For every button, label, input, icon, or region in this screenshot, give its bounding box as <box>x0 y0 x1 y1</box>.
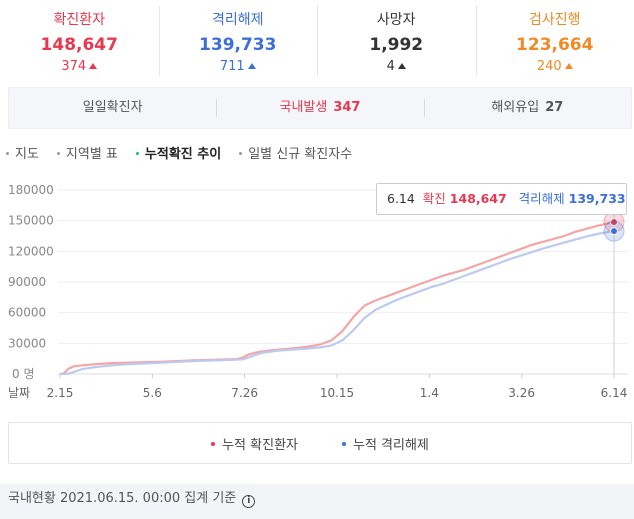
x-tick-label: 3.26 <box>508 386 535 400</box>
daily-breakdown: 일일확진자 국내발생 347 해외유입 27 <box>8 87 632 129</box>
y-tick-label: 60000 <box>8 306 46 320</box>
overseas-label: 해외유입 <box>491 100 540 115</box>
view-tabs: 지도 지역별 표 누적확진 추이 일별 신규 확진자수 <box>6 143 370 162</box>
overseas-cases: 해외유입 27 <box>423 87 631 129</box>
stat-released-value: 139,733 <box>199 35 277 55</box>
x-axis-ticks: 날짜 2.15 5.6 7.26 10.15 1.4 3.26 6.14 <box>8 374 627 400</box>
series-line-released <box>59 230 615 376</box>
stat-testing-value: 123,664 <box>516 35 594 55</box>
legend-item-released[interactable]: 누적 격리해제 <box>342 434 429 453</box>
x-tick-label: 5.6 <box>143 386 162 400</box>
domestic-cases: 국내발생 347 <box>216 87 423 129</box>
x-tick-label: 2.15 <box>47 386 74 400</box>
footer-text: 국내현황 2021.06.15. 00:00 집계 기준 <box>8 491 237 506</box>
stat-confirmed-delta: 374 <box>0 58 159 76</box>
stat-deaths-value: 1,992 <box>369 35 424 55</box>
stat-confirmed-value: 148,647 <box>40 35 118 55</box>
stat-deaths-delta: 4 <box>317 58 476 76</box>
tab-cumulative-trend-label: 누적확진 추이 <box>144 147 222 162</box>
chart-grid <box>58 189 628 375</box>
tooltip-date: 6.14 <box>387 191 415 206</box>
tab-cumulative-trend[interactable]: 누적확진 추이 <box>135 143 222 162</box>
y-zero-label: 0 명 <box>12 367 35 381</box>
y-tick-label: 90000 <box>8 275 46 289</box>
triangle-up-icon <box>397 63 406 69</box>
stat-released-label: 격리해제 <box>211 12 264 28</box>
cumulative-chart[interactable]: 30000 60000 90000 120000 150000 180000 0 명 날짜 2… <box>0 170 634 410</box>
stat-released[interactable]: 격리해제 139,733 711 <box>158 0 318 82</box>
stat-testing-delta: 240 <box>476 58 634 76</box>
marker-point-confirmed <box>610 218 618 227</box>
stat-testing-delta-value: 240 <box>536 59 562 74</box>
x-tick-label: 10.15 <box>320 386 354 400</box>
x-axis-label: 날짜 <box>8 386 30 400</box>
legend-confirmed-label: 누적 확진환자 <box>222 437 298 453</box>
domestic-label: 국내발생 <box>279 100 328 115</box>
tab-daily-new-label: 일별 신규 확진자수 <box>248 147 353 162</box>
daily-confirmed-label: 일일확진자 <box>9 87 216 129</box>
bullet-icon <box>135 152 139 155</box>
y-tick-label: 180000 <box>8 183 54 197</box>
tooltip-confirmed-value: 148,647 <box>449 191 507 206</box>
stat-released-delta-value: 711 <box>219 59 245 74</box>
tab-daily-new[interactable]: 일별 신규 확진자수 <box>239 143 353 162</box>
chart-markers <box>603 211 625 242</box>
x-tick-label: 7.26 <box>231 386 258 400</box>
legend-dot-icon <box>342 441 346 446</box>
tooltip-released-value: 139,733 <box>568 191 626 206</box>
legend-dot-icon <box>211 441 216 446</box>
stat-deaths-delta-value: 4 <box>386 59 395 74</box>
stat-released-delta: 711 <box>159 58 318 76</box>
stats-summary: 확진환자 148,647 374 격리해제 139,733 711 사망자 1,… <box>0 0 634 82</box>
x-tick-label: 1.4 <box>420 386 439 400</box>
marker-point-released <box>610 227 618 236</box>
overseas-value: 27 <box>545 100 564 115</box>
tooltip-confirmed-label: 확진 <box>422 191 446 206</box>
stat-confirmed-label: 확진환자 <box>53 12 106 28</box>
tab-region-table[interactable]: 지역별 표 <box>56 143 118 162</box>
y-tick-label: 30000 <box>8 336 46 350</box>
y-tick-label: 150000 <box>8 214 54 228</box>
daily-confirmed-text: 일일확진자 <box>82 100 143 115</box>
legend-item-confirmed[interactable]: 누적 확진환자 <box>211 434 298 453</box>
y-axis-ticks: 30000 60000 90000 120000 150000 180000 0 명 <box>8 183 54 381</box>
chart-series <box>59 220 615 376</box>
x-tick-label: 6.14 <box>601 386 628 400</box>
legend-released-label: 누적 격리해제 <box>353 437 429 453</box>
stat-testing-label: 검사진행 <box>528 12 581 28</box>
triangle-up-icon <box>564 63 573 69</box>
stat-confirmed[interactable]: 확진환자 148,647 374 <box>0 0 159 82</box>
domestic-value: 347 <box>333 100 361 115</box>
triangle-up-icon <box>89 63 98 69</box>
stat-deaths[interactable]: 사망자 1,992 4 <box>317 0 476 82</box>
tooltip-released-label: 격리해제 <box>518 191 565 206</box>
stat-testing[interactable]: 검사진행 123,664 240 <box>475 0 634 82</box>
bullet-icon <box>239 152 243 155</box>
bullet-icon <box>6 152 9 155</box>
y-tick-label: 120000 <box>8 244 54 258</box>
bullet-icon <box>56 152 60 155</box>
stat-deaths-label: 사망자 <box>376 12 416 28</box>
tab-map-label: 지도 <box>15 147 39 162</box>
triangle-up-icon <box>247 63 256 69</box>
tab-region-table-label: 지역별 표 <box>65 147 118 162</box>
footer-status: 국내현황 2021.06.15. 00:00 집계 기준 i <box>0 484 634 519</box>
chart-tooltip: 6.14 확진 148,647 격리해제 139,733 <box>376 183 627 215</box>
stat-confirmed-delta-value: 374 <box>61 59 87 74</box>
tab-map[interactable]: 지도 <box>6 143 39 162</box>
chart-legend: 누적 확진환자 누적 격리해제 <box>8 422 632 464</box>
info-icon[interactable]: i <box>242 495 256 508</box>
series-line-confirmed <box>59 220 615 376</box>
